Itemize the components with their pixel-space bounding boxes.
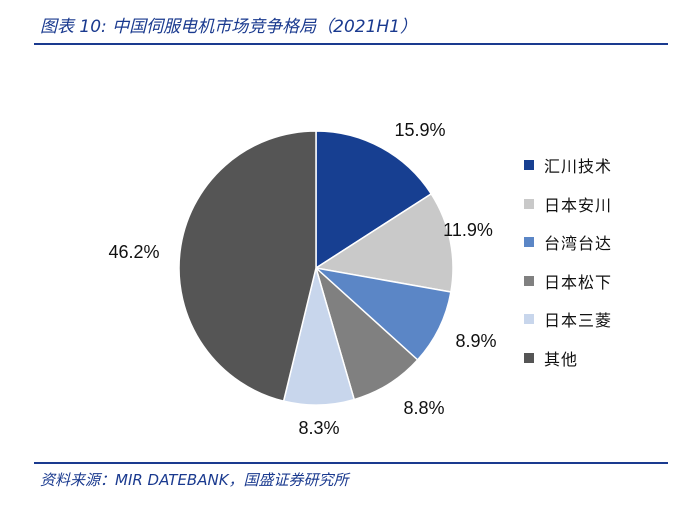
legend-swatch <box>524 314 534 325</box>
legend-label: 汇川技术 <box>544 157 613 177</box>
legend-label: 其他 <box>544 349 579 369</box>
slice-value-label: 8.8% <box>403 398 444 418</box>
legend-label: 台湾台达 <box>544 234 613 254</box>
top-divider <box>34 43 668 45</box>
legend-item: 日本安川 <box>524 185 612 224</box>
legend-item: 日本三菱 <box>524 300 612 339</box>
source-note: 资料来源：MIR DATEBANK，国盛证券研究所 <box>40 471 349 489</box>
slice-value-label: 8.3% <box>298 418 339 438</box>
slice-value-label: 46.2% <box>108 242 159 262</box>
slice-value-label: 8.9% <box>455 331 496 351</box>
bottom-divider <box>34 462 668 464</box>
legend: 汇川技术 日本安川 台湾台达 日本松下 日本三菱 其他 <box>524 146 612 377</box>
legend-swatch <box>524 160 534 171</box>
chart-title: 图表 10: 中国伺服电机市场竞争格局（2021H1） <box>40 17 418 37</box>
legend-label: 日本三菱 <box>544 311 613 331</box>
legend-label: 日本安川 <box>544 195 613 215</box>
legend-swatch <box>524 275 534 286</box>
legend-label: 日本松下 <box>544 272 613 292</box>
slice-value-label: 11.9% <box>443 220 493 240</box>
legend-item: 台湾台达 <box>524 223 612 262</box>
legend-item: 汇川技术 <box>524 146 612 185</box>
slice-value-label: 15.9% <box>394 120 445 140</box>
legend-item: 其他 <box>524 339 612 378</box>
legend-swatch <box>524 198 534 209</box>
legend-swatch <box>524 352 534 363</box>
pie-slice <box>313 192 454 293</box>
pie-slice <box>315 130 433 270</box>
legend-item: 日本松下 <box>524 262 612 301</box>
legend-swatch <box>524 237 534 248</box>
pie-slice <box>178 130 317 403</box>
